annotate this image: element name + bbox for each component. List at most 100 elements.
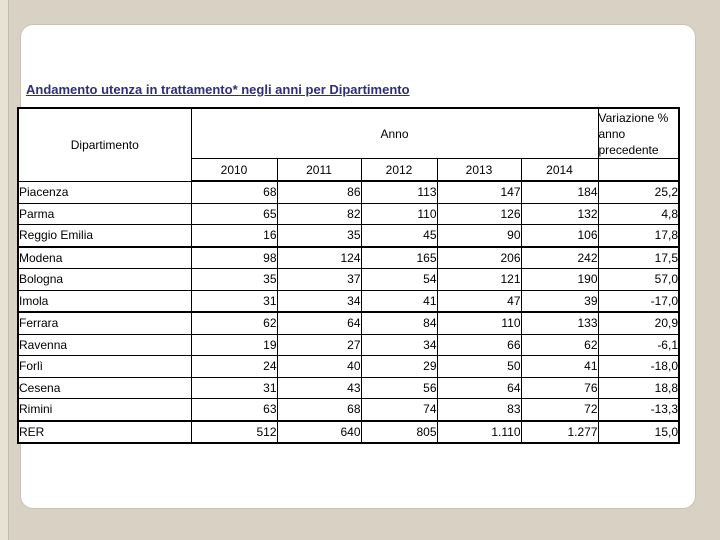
cell-department: Rimini: [17, 398, 192, 422]
cell-value: 132: [520, 202, 599, 225]
cell-department: Ravenna: [17, 333, 192, 356]
cell-variation: 17,5: [597, 246, 680, 269]
cell-value: 84: [360, 311, 438, 335]
cell-value: 62: [190, 311, 278, 335]
header-dipartimento: Dipartimento: [17, 107, 192, 182]
cell-variation: -17,0: [597, 289, 680, 313]
cell-value: 37: [276, 268, 362, 291]
cell-variation: -6,1: [597, 333, 680, 356]
table-row: Piacenza 68 86 113 147 184 25,2: [17, 180, 680, 204]
cell-department: Cesena: [17, 376, 192, 399]
cell-value: 106: [520, 224, 599, 248]
department-data-table: Dipartimento Anno Variazione % anno prec…: [17, 107, 680, 444]
year-header: 2012: [360, 158, 438, 182]
year-header-empty: [597, 158, 680, 182]
cell-department: Bologna: [17, 268, 192, 291]
cell-value: 82: [276, 202, 362, 225]
table-row: Ferrara 62 64 84 110 133 20,9: [17, 311, 680, 335]
cell-variation: 15,0: [597, 420, 680, 444]
cell-variation: 17,8: [597, 224, 680, 248]
cell-value: 512: [190, 420, 278, 444]
cell-value: 47: [436, 289, 522, 313]
left-panel-edge: [0, 0, 9, 540]
cell-variation: 25,2: [597, 180, 680, 204]
cell-variation: 18,8: [597, 376, 680, 399]
cell-variation: 4,8: [597, 202, 680, 225]
cell-variation: -18,0: [597, 355, 680, 378]
cell-value: 110: [436, 311, 522, 335]
cell-value: 1.277: [520, 420, 599, 444]
cell-value: 147: [436, 180, 522, 204]
table-row: Cesena 31 43 56 64 76 18,8: [17, 376, 680, 399]
cell-value: 35: [190, 268, 278, 291]
cell-department: Parma: [17, 202, 192, 225]
cell-value: 165: [360, 246, 438, 269]
cell-value: 50: [436, 355, 522, 378]
cell-value: 133: [520, 311, 599, 335]
cell-value: 1.110: [436, 420, 522, 444]
table-row-total: RER 512 640 805 1.110 1.277 15,0: [17, 420, 680, 444]
cell-value: 86: [276, 180, 362, 204]
cell-value: 43: [276, 376, 362, 399]
cell-value: 126: [436, 202, 522, 225]
cell-value: 64: [276, 311, 362, 335]
cell-department: RER: [17, 420, 192, 444]
cell-department: Reggio Emilia: [17, 224, 192, 248]
cell-value: 35: [276, 224, 362, 248]
table-row: Ravenna 19 27 34 66 62 -6,1: [17, 333, 680, 356]
cell-value: 90: [436, 224, 522, 248]
cell-variation: -13,3: [597, 398, 680, 422]
cell-value: 62: [520, 333, 599, 356]
cell-value: 68: [190, 180, 278, 204]
cell-value: 34: [360, 333, 438, 356]
cell-value: 72: [520, 398, 599, 422]
cell-value: 242: [520, 246, 599, 269]
cell-value: 24: [190, 355, 278, 378]
cell-value: 63: [190, 398, 278, 422]
cell-value: 54: [360, 268, 438, 291]
cell-value: 41: [360, 289, 438, 313]
year-header: 2013: [436, 158, 522, 182]
cell-value: 31: [190, 289, 278, 313]
year-header: 2011: [276, 158, 362, 182]
cell-value: 640: [276, 420, 362, 444]
table-header-row: Dipartimento Anno Variazione % anno prec…: [17, 107, 680, 182]
cell-value: 56: [360, 376, 438, 399]
cell-department: Modena: [17, 246, 192, 269]
cell-value: 68: [276, 398, 362, 422]
table-row: Reggio Emilia 16 35 45 90 106 17,8: [17, 224, 680, 248]
cell-value: 34: [276, 289, 362, 313]
cell-value: 805: [360, 420, 438, 444]
cell-value: 190: [520, 268, 599, 291]
table-row: Rimini 63 68 74 83 72 -13,3: [17, 398, 680, 422]
header-variazione: Variazione % anno precedente: [597, 107, 680, 159]
table-row: Parma 65 82 110 126 132 4,8: [17, 202, 680, 225]
cell-value: 27: [276, 333, 362, 356]
cell-value: 83: [436, 398, 522, 422]
year-header: 2014: [520, 158, 599, 182]
cell-value: 65: [190, 202, 278, 225]
cell-variation: 20,9: [597, 311, 680, 335]
table-row: Modena 98 124 165 206 242 17,5: [17, 246, 680, 269]
cell-department: Forlì: [17, 355, 192, 378]
cell-value: 45: [360, 224, 438, 248]
table-row: Imola 31 34 41 47 39 -17,0: [17, 289, 680, 313]
table-row: Bologna 35 37 54 121 190 57,0: [17, 268, 680, 291]
year-header: 2010: [190, 158, 278, 182]
cell-value: 98: [190, 246, 278, 269]
cell-value: 124: [276, 246, 362, 269]
cell-value: 39: [520, 289, 599, 313]
cell-value: 76: [520, 376, 599, 399]
table-row: Forlì 24 40 29 50 41 -18,0: [17, 355, 680, 378]
cell-variation: 57,0: [597, 268, 680, 291]
table-years-row: 2010 2011 2012 2013 2014: [18, 158, 680, 182]
cell-department: Imola: [17, 289, 192, 313]
cell-value: 40: [276, 355, 362, 378]
cell-value: 74: [360, 398, 438, 422]
cell-value: 184: [520, 180, 599, 204]
cell-value: 31: [190, 376, 278, 399]
cell-value: 66: [436, 333, 522, 356]
cell-value: 64: [436, 376, 522, 399]
cell-department: Piacenza: [17, 180, 192, 204]
